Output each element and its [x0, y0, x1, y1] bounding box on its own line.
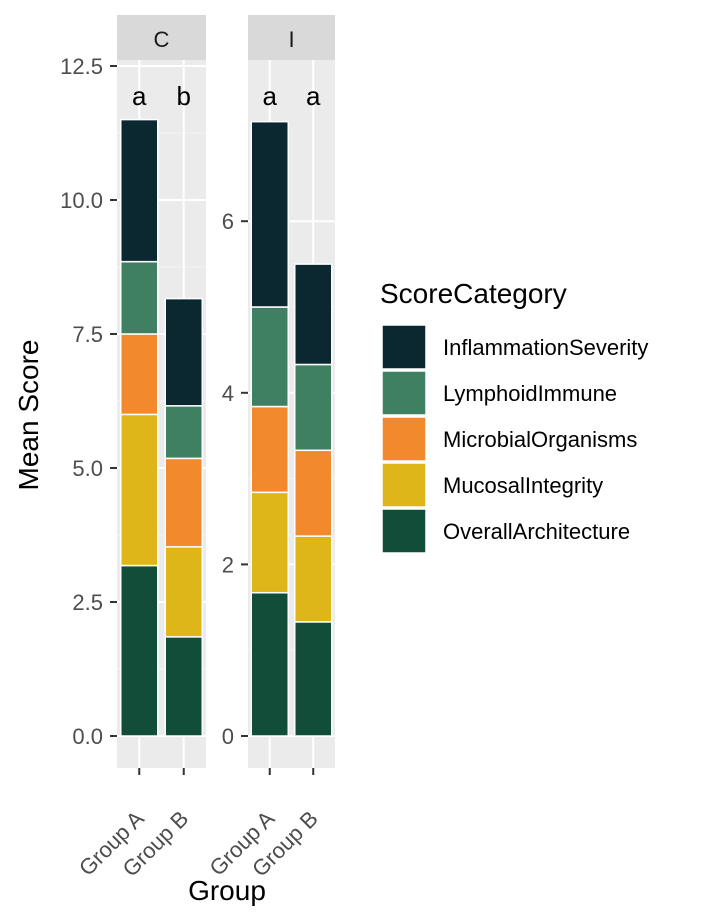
bar-segment-OverallArchitecture [250, 591, 289, 737]
facet-strip [248, 15, 335, 60]
y-tick-label: 0 [222, 724, 234, 749]
bar-segment-MicrobialOrganisms [120, 333, 159, 416]
bar-segment-InflammationSeverity [164, 297, 203, 407]
y-tick-label: 4 [222, 381, 234, 406]
facet-strip-label: I [288, 27, 294, 52]
significance-label: a [306, 81, 321, 111]
legend-swatch-InflammationSeverity [381, 324, 427, 370]
bar-segment-LymphoidImmune [120, 260, 159, 335]
significance-label: b [177, 81, 191, 111]
legend: ScoreCategory InflammationSeverity Lympho… [380, 278, 648, 554]
bar-segment-InflammationSeverity [250, 120, 289, 308]
legend-label: OverallArchitecture [443, 519, 630, 544]
y-tick-label: 2.5 [72, 590, 103, 615]
bar-segment-MicrobialOrganisms [294, 449, 333, 537]
bar-segment-InflammationSeverity [294, 263, 333, 366]
bar-segment-OverallArchitecture [120, 564, 159, 737]
bar-segment-MucosalIntegrity [164, 546, 203, 638]
legend-label: LymphoidImmune [443, 381, 617, 406]
x-axis-title: Group [188, 875, 266, 906]
facet-strip [117, 15, 206, 60]
y-tick-label: 12.5 [60, 54, 103, 79]
significance-label: a [263, 81, 278, 111]
bar-segment-OverallArchitecture [294, 621, 333, 737]
bar-segment-MicrobialOrganisms [164, 457, 203, 548]
legend-label: InflammationSeverity [443, 335, 648, 360]
bar-segment-InflammationSeverity [120, 118, 159, 263]
bar-segment-LymphoidImmune [294, 363, 333, 452]
bar-segment-LymphoidImmune [164, 405, 203, 460]
facet-strip-label: C [154, 27, 170, 52]
significance-label: a [132, 81, 147, 111]
bar-segment-MucosalIntegrity [250, 491, 289, 594]
bar-segment-LymphoidImmune [250, 306, 289, 408]
legend-swatch-MucosalIntegrity [381, 462, 427, 508]
legend-label: MucosalIntegrity [443, 473, 603, 498]
y-tick-label: 10.0 [60, 188, 103, 213]
y-tick-label: 7.5 [72, 322, 103, 347]
bar-segment-MucosalIntegrity [120, 413, 159, 567]
legend-swatch-LymphoidImmune [381, 370, 427, 416]
legend-swatch-OverallArchitecture [381, 508, 427, 554]
y-tick-label: 5.0 [72, 456, 103, 481]
y-tick-label: 6 [222, 209, 234, 234]
y-axis-title: Mean Score [13, 340, 44, 491]
legend-label: MicrobialOrganisms [443, 427, 637, 452]
legend-swatch-MicrobialOrganisms [381, 416, 427, 462]
y-tick-label: 2 [222, 552, 234, 577]
bar-segment-OverallArchitecture [164, 636, 203, 737]
legend-title: ScoreCategory [380, 278, 567, 309]
y-tick-label: 0.0 [72, 724, 103, 749]
bar-segment-MicrobialOrganisms [250, 405, 289, 494]
bar-segment-MucosalIntegrity [294, 535, 333, 623]
